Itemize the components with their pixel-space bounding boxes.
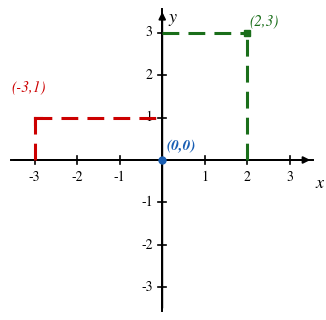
Text: (-3,1): (-3,1): [11, 80, 46, 94]
Text: -2: -2: [71, 171, 83, 184]
Text: -3: -3: [141, 281, 153, 294]
Text: 2: 2: [146, 68, 153, 82]
Text: x: x: [315, 175, 323, 192]
Text: (2,3): (2,3): [249, 14, 279, 28]
Text: 3: 3: [286, 171, 293, 184]
Text: -3: -3: [29, 171, 40, 184]
Text: -2: -2: [141, 238, 153, 252]
Text: (0,0): (0,0): [167, 140, 196, 154]
Text: 1: 1: [201, 171, 208, 184]
Text: 1: 1: [146, 111, 153, 124]
Text: 2: 2: [244, 171, 251, 184]
Text: y: y: [169, 9, 177, 26]
Text: 3: 3: [146, 26, 153, 39]
Text: -1: -1: [141, 196, 153, 209]
Text: -1: -1: [114, 171, 126, 184]
